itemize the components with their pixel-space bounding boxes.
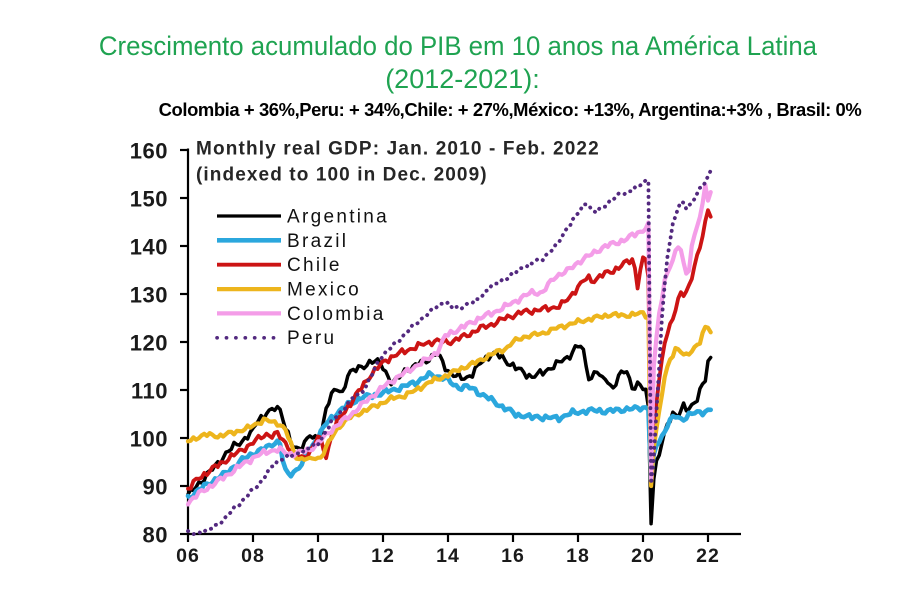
svg-text:10: 10 xyxy=(306,545,330,567)
svg-text:Brazil: Brazil xyxy=(287,231,348,252)
svg-text:Mexico: Mexico xyxy=(287,280,361,301)
svg-text:Colombia: Colombia xyxy=(287,304,386,325)
svg-text:18: 18 xyxy=(566,545,590,567)
svg-text:130: 130 xyxy=(130,283,168,308)
svg-text:Chile: Chile xyxy=(287,255,342,276)
svg-text:120: 120 xyxy=(130,331,168,356)
svg-text:Monthly real GDP: Jan. 2010 -: Monthly real GDP: Jan. 2010 - Feb. 2022 xyxy=(196,139,600,160)
svg-text:90: 90 xyxy=(143,475,168,500)
svg-text:140: 140 xyxy=(130,235,168,260)
svg-text:14: 14 xyxy=(436,545,460,567)
svg-text:12: 12 xyxy=(371,545,395,567)
svg-text:Peru: Peru xyxy=(287,328,336,349)
svg-text:20: 20 xyxy=(631,545,655,567)
svg-text:150: 150 xyxy=(130,187,168,212)
svg-text:Argentina: Argentina xyxy=(287,207,389,228)
svg-text:80: 80 xyxy=(143,523,168,548)
svg-text:16: 16 xyxy=(501,545,525,567)
svg-text:(indexed to 100 in Dec. 2009): (indexed to 100 in Dec. 2009) xyxy=(196,165,488,186)
svg-text:06: 06 xyxy=(176,545,200,567)
svg-text:22: 22 xyxy=(696,545,720,567)
svg-text:08: 08 xyxy=(241,545,265,567)
svg-text:110: 110 xyxy=(131,379,168,404)
svg-text:160: 160 xyxy=(130,139,168,164)
svg-text:100: 100 xyxy=(130,427,168,452)
